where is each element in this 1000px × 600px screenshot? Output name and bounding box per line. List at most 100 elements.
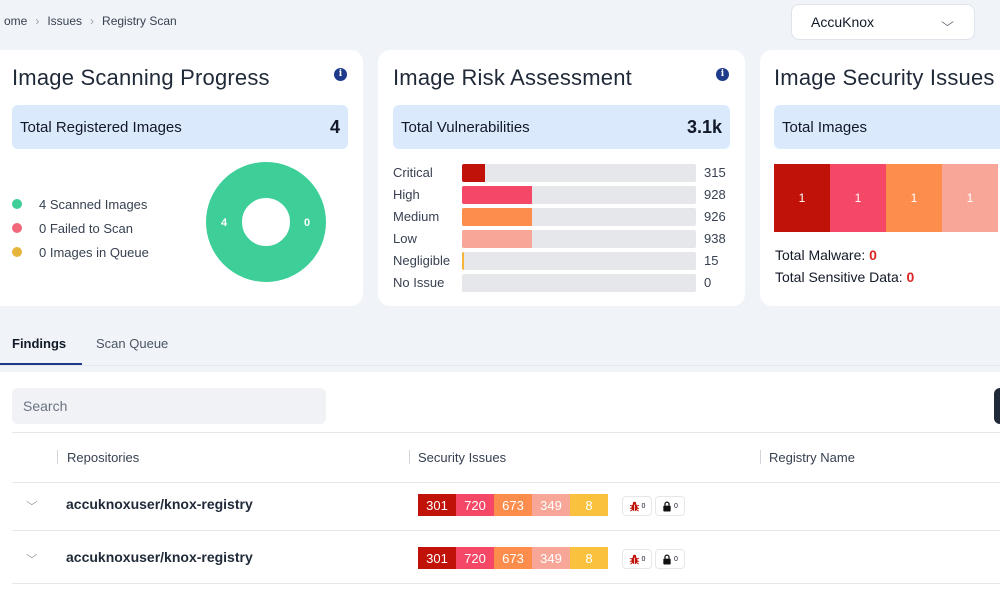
severity-cell[interactable]: 1 [774, 164, 830, 232]
risk-row: Low 938 [393, 228, 733, 250]
tab-findings[interactable]: Findings [12, 336, 67, 351]
image-risk-assessment-card: Image Risk Assessment i Total Vulnerabil… [378, 50, 745, 306]
severity-strip: 301 720 673 349 8 [418, 547, 608, 569]
card-title: Image Scanning Progress [12, 65, 270, 90]
risk-label: No Issue [393, 275, 445, 290]
risk-bar-track [462, 186, 696, 204]
chevron-right-icon: › [90, 14, 95, 28]
chevron-right-icon: › [35, 14, 40, 28]
severity-count: 720 [456, 547, 494, 569]
expand-chevron-icon[interactable]: ⌵ [26, 497, 38, 508]
risk-value: 315 [704, 165, 726, 180]
donut-right-label: 0 [304, 217, 310, 229]
legend-item: 0 Images in Queue [12, 240, 149, 264]
card-title: Image Security Issues [774, 65, 995, 90]
total-sensitive-data: Total Sensitive Data: 0 [775, 269, 914, 285]
donut-scanned-segment [206, 162, 326, 282]
header-repositories[interactable]: Repositories [67, 450, 140, 465]
risk-label: Critical [393, 165, 433, 180]
malware-count: 0 [641, 502, 646, 510]
action-button[interactable] [994, 388, 1000, 424]
legend-label: 4 Scanned Images [39, 196, 148, 212]
header-security-issues[interactable]: Security Issues [418, 450, 507, 465]
risk-row: Negligible 15 [393, 250, 733, 272]
divider [12, 482, 1000, 483]
legend-dot [12, 247, 22, 257]
divider [12, 530, 1000, 531]
legend-label: 0 Images in Queue [39, 244, 149, 260]
scan-donut-chart: 4 0 [206, 162, 326, 282]
bug-icon [629, 501, 639, 511]
legend-label: 0 Failed to Scan [39, 220, 133, 236]
severity-strip: 301 720 673 349 8 [418, 494, 608, 516]
severity-cell[interactable]: 1 [942, 164, 998, 232]
findings-table-area: Repositories Security Issues Registry Na… [0, 372, 1000, 600]
info-icon[interactable]: i [716, 68, 729, 81]
severity-cell[interactable]: 1 [886, 164, 942, 232]
total-label: Total Vulnerabilities [401, 118, 530, 136]
active-tab-indicator [0, 363, 82, 365]
risk-bars: Critical 315 High 928 Medium 926 Low 938 Negligi… [393, 162, 733, 294]
repository-name[interactable]: accuknoxuser/knox-registry [66, 496, 253, 512]
legend-dot [12, 223, 22, 233]
donut-left-label: 4 [221, 217, 228, 229]
risk-bar-track [462, 208, 696, 226]
bug-icon [629, 554, 639, 564]
divider [12, 583, 1000, 584]
risk-bar-fill [462, 252, 464, 270]
malware-count: 0 [641, 555, 646, 563]
risk-value: 15 [704, 253, 719, 268]
malware-badge: 0 [622, 496, 652, 516]
info-icon[interactable]: i [334, 68, 347, 81]
org-selector-value: AccuKnox [811, 14, 875, 30]
sensitive-data-badge: 0 [655, 496, 685, 516]
table-row[interactable]: ⌵ accuknoxuser/knox-registry 301 720 673 349 8… [0, 483, 1000, 531]
breadcrumb-current: Registry Scan [102, 14, 177, 28]
risk-label: Medium [393, 209, 440, 224]
sensitive-value: 0 [906, 269, 915, 285]
risk-label: Low [393, 231, 417, 246]
breadcrumb-issues[interactable]: Issues [47, 14, 83, 28]
risk-value: 928 [704, 187, 726, 202]
legend-item: 4 Scanned Images [12, 192, 149, 216]
sensitive-data-badge: 0 [655, 549, 685, 569]
lock-icon [663, 500, 671, 512]
org-selector[interactable]: AccuKnox ⌵ [791, 4, 975, 40]
risk-value: 926 [704, 209, 726, 224]
legend-item: 0 Failed to Scan [12, 216, 149, 240]
total-label: Total Registered Images [20, 118, 182, 136]
image-scanning-progress-card: Image Scanning Progress i Total Register… [0, 50, 363, 306]
expand-chevron-icon[interactable]: ⌵ [26, 550, 38, 561]
repository-name[interactable]: accuknoxuser/knox-registry [66, 549, 253, 565]
search-input[interactable] [12, 388, 326, 424]
risk-bar-track [462, 230, 696, 248]
lock-icon [663, 553, 671, 565]
total-value: 3.1k [686, 116, 722, 137]
breadcrumb-home[interactable]: ome [4, 14, 28, 28]
risk-row: No Issue 0 [393, 272, 733, 294]
header-registry-name[interactable]: Registry Name [769, 450, 855, 465]
scan-legend: 4 Scanned Images 0 Failed to Scan 0 Images… [12, 192, 149, 264]
total-registered-images: Total Registered Images 4 [12, 105, 348, 149]
breadcrumb: ome › Issues › Registry Scan [4, 14, 177, 28]
total-label: Total Images [782, 118, 868, 136]
severity-count: 8 [570, 547, 608, 569]
tab-scan-queue[interactable]: Scan Queue [96, 336, 169, 351]
severity-cell[interactable]: 1 [830, 164, 886, 232]
tabs: Findings Scan Queue [0, 322, 1000, 366]
severity-count: 301 [418, 547, 456, 569]
risk-bar-track [462, 252, 696, 270]
severity-count: 8 [570, 494, 608, 516]
divider [12, 432, 1000, 433]
sensitive-count: 0 [674, 502, 678, 510]
legend-dot [12, 199, 22, 209]
card-title: Image Risk Assessment [393, 65, 632, 90]
risk-row: High 928 [393, 184, 733, 206]
table-row[interactable]: ⌵ accuknoxuser/knox-registry 301 720 673 349 8… [0, 536, 1000, 584]
risk-value: 938 [704, 231, 726, 246]
severity-count: 349 [532, 547, 570, 569]
risk-bar-track [462, 274, 696, 292]
risk-bar-track [462, 164, 696, 182]
risk-bar-fill [462, 230, 533, 248]
